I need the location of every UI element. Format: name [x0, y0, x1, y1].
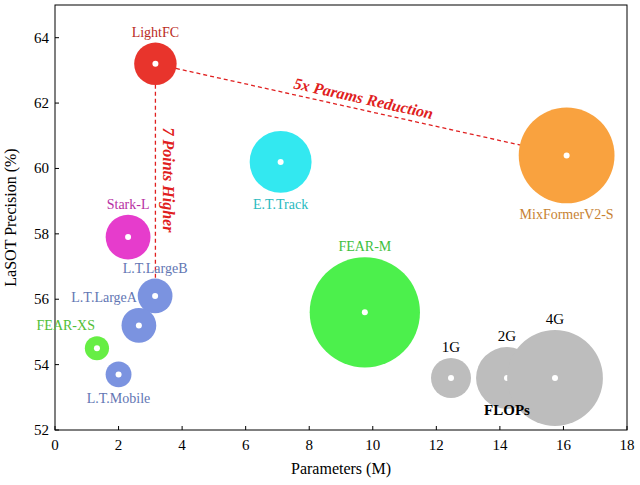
x-tick — [55, 426, 56, 430]
y-tick-label: 54 — [34, 357, 50, 373]
x-tick-label: 4 — [178, 437, 186, 453]
y-tick-label: 56 — [34, 291, 50, 307]
x-tick — [436, 426, 437, 430]
annotation-text: 5x Params Reduction — [292, 75, 435, 123]
bubble-chart: 0 2 4 6 8 10 12 14 16 18 52 54 56 58 60 62 64 Parameters … — [0, 0, 640, 485]
x-tick — [245, 426, 246, 430]
chart-container: 0 2 4 6 8 10 12 14 16 18 52 54 56 58 60 62 64 Parameters … — [0, 0, 640, 485]
x-tick-label: 6 — [242, 437, 250, 453]
x-tick-label: 14 — [492, 437, 508, 453]
bubble-label: MixFormerV2-S — [520, 207, 614, 222]
annotation-line — [155, 64, 566, 156]
size-legend-label: 1G — [442, 339, 461, 355]
bubble — [250, 131, 312, 193]
bubble-label: E.T.Track — [253, 197, 308, 212]
y-tick-label: 62 — [34, 95, 49, 111]
size-legend-label: 2G — [498, 328, 517, 344]
y-tick — [55, 430, 59, 431]
y-tick — [55, 299, 59, 300]
bubble — [519, 107, 615, 203]
y-tick — [55, 233, 59, 234]
bubble-label: L.T.LargeB — [123, 261, 188, 276]
y-tick — [55, 364, 59, 365]
bubble-center — [564, 152, 570, 158]
bubble-label: L.T.LargeA — [71, 290, 137, 305]
x-tick — [182, 426, 183, 430]
y-tick — [55, 103, 59, 104]
x-tick-label: 8 — [305, 437, 313, 453]
y-tick — [55, 37, 59, 38]
x-tick-label: 0 — [51, 437, 59, 453]
bubble — [85, 336, 109, 360]
x-tick-label: 2 — [115, 437, 123, 453]
x-axis-label: Parameters (M) — [291, 460, 391, 478]
bubble-center — [94, 345, 100, 351]
bubble-label: FEAR-M — [338, 239, 391, 254]
x-tick-label: 16 — [556, 437, 572, 453]
size-legend-label: 4G — [546, 311, 565, 327]
y-tick-label: 60 — [34, 160, 49, 176]
size-legend-center — [448, 375, 454, 381]
x-tick — [627, 426, 628, 430]
bubble-center — [136, 322, 142, 328]
x-tick — [309, 426, 310, 430]
x-tick-label: 18 — [620, 437, 635, 453]
size-legend-bubble — [431, 358, 471, 398]
y-tick-label: 52 — [34, 422, 49, 438]
bubble-center — [125, 234, 131, 240]
bubble — [138, 279, 173, 314]
x-tick-label: 12 — [429, 437, 444, 453]
bubble-label: Stark-L — [107, 197, 150, 212]
bubble — [310, 257, 420, 367]
x-tick — [499, 426, 500, 430]
y-axis-label: LaSOT Precision (%) — [2, 148, 20, 286]
bubble — [134, 43, 176, 85]
bubble-center — [152, 293, 158, 299]
bubble — [122, 308, 157, 343]
x-tick — [118, 426, 119, 430]
size-legend-title: FLOPs — [484, 402, 530, 418]
bubble — [106, 215, 151, 260]
x-tick — [372, 426, 373, 430]
plot-frame — [55, 5, 627, 430]
y-tick-label: 58 — [34, 226, 49, 242]
y-tick-label: 64 — [34, 30, 50, 46]
bubble — [106, 361, 132, 387]
bubble-label: LightFC — [132, 25, 179, 40]
y-tick — [55, 168, 59, 169]
plot-area — [85, 43, 615, 426]
bubble-center — [362, 309, 368, 315]
bubble-label: FEAR-XS — [37, 318, 95, 333]
x-tick-label: 10 — [365, 437, 380, 453]
x-tick — [563, 426, 564, 430]
bubble-label: L.T.Mobile — [87, 391, 151, 406]
bubble-center — [278, 159, 284, 165]
size-legend-center — [552, 375, 558, 381]
annotation-text: 7 Points Higher — [159, 127, 177, 233]
bubble-center — [152, 61, 158, 67]
bubble-center — [116, 371, 122, 377]
